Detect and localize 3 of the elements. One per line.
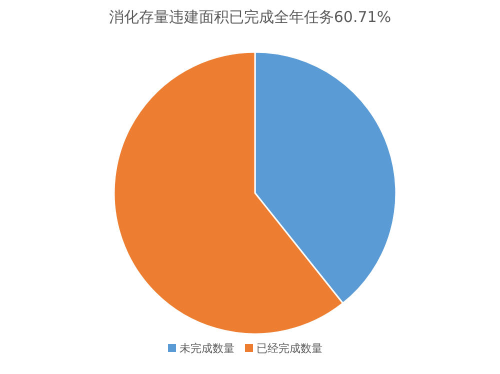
legend-label: 已经完成数量 (256, 342, 322, 355)
chart-title: 消化存量违建面积已完成全年任务60.71% (108, 8, 392, 27)
legend-label: 未完成数量 (180, 342, 234, 355)
